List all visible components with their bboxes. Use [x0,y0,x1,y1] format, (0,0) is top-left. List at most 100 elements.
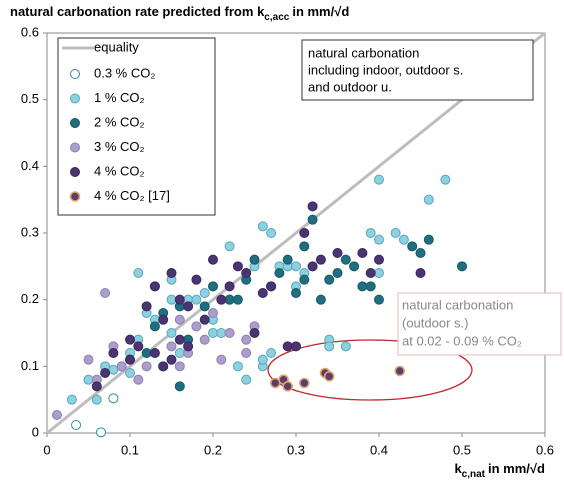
scatter-point [199,288,210,298]
scatter-point [141,361,152,372]
scatter-point [232,294,243,305]
scatter-point [191,274,202,285]
scatter-point [224,294,235,305]
scatter-point [340,254,351,265]
scatter-point [224,281,235,292]
scatter-point [141,348,152,358]
scatter-point [349,261,360,272]
scatter-point [423,194,434,205]
scatter-point [440,174,451,185]
annotation-text: at 0.02 - 0.09 % CO₂ [402,333,522,348]
scatter-point [332,248,343,258]
scatter-point [282,381,294,392]
scatter-point [208,328,218,338]
legend-marker [69,191,81,202]
scatter-point [174,334,185,345]
scatter-point [249,254,260,265]
scatter-point [257,288,268,298]
y-tick-label: 0.1 [21,358,39,373]
scatter-point [191,321,202,332]
scatter-point [365,281,376,292]
scatter-point [298,377,310,389]
scatter-point [116,361,127,372]
annotation-text: (outdoor s.) [402,315,468,330]
scatter-point [108,364,119,375]
scatter-point [108,348,119,358]
scatter-point [51,410,62,420]
scatter-point [232,261,243,272]
scatter-point [108,393,119,404]
scatter-point [274,268,285,278]
annotation-box [301,39,534,101]
scatter-point [166,341,177,352]
scatter-point [216,328,227,338]
scatter-point [340,341,351,352]
scatter-point [374,268,384,278]
scatter-point [71,420,82,430]
legend-marker [70,167,80,177]
scatter-point [241,348,252,358]
scatter-point [149,281,160,292]
scatter-point [174,381,185,392]
scatter-point [299,274,310,285]
scatter-point [125,368,135,378]
x-axis-label: kc,nat in mm/√d [454,461,545,479]
scatter-point [199,301,210,312]
scatter-point [457,261,467,272]
scatter-point [394,365,406,377]
x-tick-label: 0.4 [370,442,388,457]
scatter-point [332,268,343,278]
scatter-point [357,248,368,258]
scatter-point [158,314,169,325]
scatter-point [91,381,102,392]
scatter-point [282,254,293,265]
scatter-point [149,348,160,358]
scatter-point [216,354,227,365]
scatter-point [183,341,194,352]
scatter-point [149,321,160,332]
scatter-point [390,228,401,238]
scatter-point [323,371,335,382]
y-tick-label: 0.6 [21,24,39,39]
scatter-point [415,248,426,258]
scatter-point [257,354,268,365]
scatter-point [166,268,177,278]
x-tick-label: 0.3 [287,442,305,457]
scatter-point [174,314,185,325]
x-tick-label: 0.5 [453,442,471,457]
scatter-point [249,328,260,338]
y-tick-label: 0.3 [21,224,39,239]
scatter-point [266,281,277,292]
scatter-point [166,328,177,338]
chart-title: natural carbonation rate predicted from … [10,4,349,22]
scatter-point [208,281,218,292]
scatter-point [324,274,335,285]
scatter-point [199,334,210,345]
annotation-box-outdoor [397,292,562,356]
scatter-point [299,241,310,252]
scatter-point [166,294,177,305]
scatter-point [66,394,77,405]
scatter-point [266,348,277,358]
scatter-point [357,281,368,292]
scatter-point [307,261,318,272]
scatter-point [291,261,301,272]
scatter-point [141,301,152,312]
y-tick-label: 0.4 [21,158,39,173]
scatter-point [266,228,277,238]
scatter-point [174,294,185,305]
scatter-point [374,254,384,265]
scatter-point [133,341,144,352]
scatter-point [241,268,252,278]
scatter-point [324,341,335,352]
scatter-point [91,394,102,405]
scatter-point [208,254,218,265]
legend-marker [70,142,80,153]
x-tick-label: 0.6 [536,442,554,457]
scatter-point [299,228,310,238]
scatter-point [374,234,384,245]
scatter-point [174,348,185,358]
scatter-point [183,301,194,312]
scatter-point [398,234,409,245]
scatter-point [216,294,227,305]
